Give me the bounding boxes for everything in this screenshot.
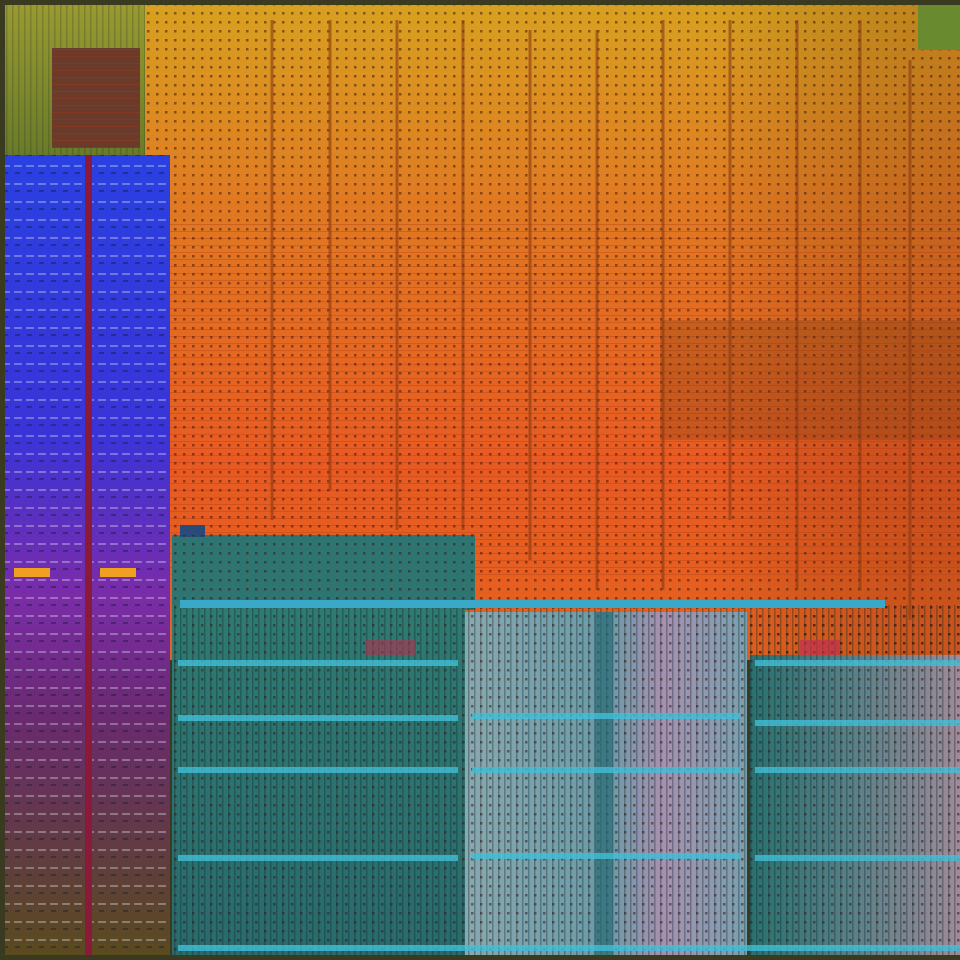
memory-cells bbox=[92, 155, 170, 955]
cache-row bbox=[472, 853, 740, 859]
cache-row bbox=[178, 855, 458, 861]
cache-row bbox=[178, 660, 458, 666]
cache-row bbox=[472, 713, 740, 719]
io-core-traces bbox=[52, 48, 140, 148]
pink-patch bbox=[365, 640, 415, 655]
cache-row bbox=[755, 767, 960, 773]
pink-patch bbox=[800, 640, 840, 655]
corner-block bbox=[918, 5, 960, 50]
column-gap bbox=[85, 155, 92, 955]
sense-amp bbox=[14, 568, 50, 577]
bus bbox=[180, 600, 885, 608]
logic-dark-band bbox=[660, 320, 960, 440]
teal-vias bbox=[172, 535, 475, 610]
cache-row bbox=[755, 660, 960, 666]
cache-rows bbox=[178, 660, 960, 951]
cache-row bbox=[472, 767, 740, 773]
cache-row bbox=[755, 720, 960, 726]
cache-vias bbox=[172, 605, 960, 955]
cache-row bbox=[755, 855, 960, 861]
cache-row bbox=[178, 715, 458, 721]
memory-cells bbox=[5, 155, 85, 955]
cache-row bbox=[178, 945, 960, 951]
sense-amp bbox=[100, 568, 136, 577]
cache-spine bbox=[595, 612, 613, 955]
power-lines bbox=[270, 20, 912, 620]
cache-row bbox=[178, 767, 458, 773]
teal-tab bbox=[180, 525, 205, 537]
